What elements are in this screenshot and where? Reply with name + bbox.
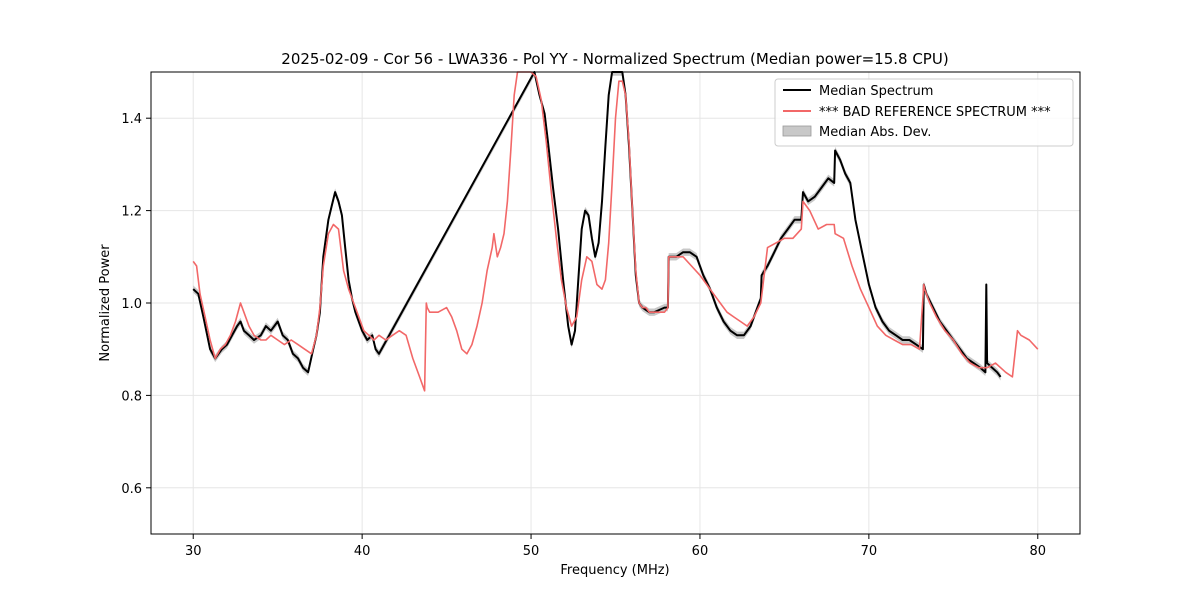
y-axis-label: Normalized Power — [98, 244, 113, 362]
x-tick-label: 50 — [523, 544, 540, 559]
legend-mad-swatch — [782, 125, 812, 137]
legend-box — [774, 78, 1074, 147]
x-tick-label: 40 — [354, 544, 371, 559]
x-tick-label: 80 — [1029, 544, 1046, 559]
legend-mad-label: Median Abs. Dev. — [819, 125, 931, 140]
plot-area — [192, 71, 1039, 392]
y-tick-label: 0.6 — [121, 482, 142, 497]
x-tick-label: 60 — [692, 544, 709, 559]
x-tick-label: 70 — [861, 544, 878, 559]
y-axis: 0.6 0.8 1.0 1.2 1.4 — [121, 112, 151, 497]
y-tick-label: 0.8 — [121, 389, 142, 404]
reference-spectrum-line — [192, 71, 1039, 392]
x-axis: 30 40 50 60 70 80 — [185, 534, 1046, 559]
y-tick-label: 1.4 — [121, 112, 142, 127]
y-tick-label: 1.2 — [121, 205, 142, 220]
legend-median-label: Median Spectrum — [819, 84, 933, 99]
legend-reference-label: *** BAD REFERENCE SPECTRUM *** — [819, 105, 1051, 120]
legend: Median Spectrum *** BAD REFERENCE SPECTR… — [774, 78, 1074, 147]
y-tick-label: 1.0 — [121, 297, 142, 312]
x-axis-label: Frequency (MHz) — [560, 563, 669, 578]
chart-title: 2025-02-09 - Cor 56 - LWA336 - Pol YY - … — [281, 50, 948, 68]
x-tick-label: 30 — [185, 544, 202, 559]
